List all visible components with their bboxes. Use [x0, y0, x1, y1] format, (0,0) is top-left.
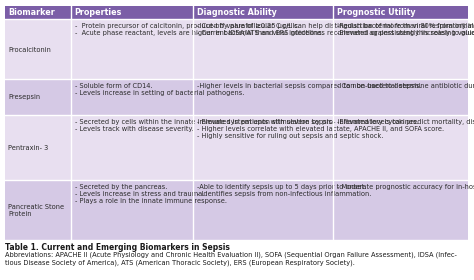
Text: -Elevated levels can predict mortality, disease severity, acute kidney injury, a: -Elevated levels can predict mortality, … [337, 119, 474, 125]
Bar [194, 181, 333, 240]
Bar [334, 80, 468, 115]
Text: Presepsin: Presepsin [8, 94, 40, 101]
Bar [194, 116, 333, 180]
Bar [72, 80, 193, 115]
Text: - Elevated in patients with severe sepsis.
- Higher levels correlate with elevat: - Elevated in patients with severe sepsi… [197, 119, 444, 139]
Bar [72, 116, 193, 180]
Bar [334, 20, 468, 79]
Bar [5, 80, 71, 115]
Bar [194, 6, 333, 19]
Text: -Higher levels in bacterial sepsis compared to non-bacterial sepsis.: -Higher levels in bacterial sepsis compa… [197, 83, 422, 89]
Text: - Can be used to determine antibiotic duration.: - Can be used to determine antibiotic du… [337, 83, 474, 89]
Bar [5, 6, 71, 19]
Text: - Soluble form of CD14.
- Levels increase in setting of bacterial pathogens.: - Soluble form of CD14. - Levels increas… [74, 83, 244, 96]
Text: - Cut-off value of ≥0.25 µg/L can help distinguish bacterial from viral respirat: - Cut-off value of ≥0.25 µg/L can help d… [197, 23, 474, 36]
Bar [5, 20, 71, 79]
Text: Properties: Properties [74, 8, 122, 17]
Text: Biomarker: Biomarker [8, 8, 55, 17]
Bar [334, 116, 468, 180]
Bar [194, 20, 333, 79]
Bar [194, 80, 333, 115]
Bar [334, 181, 468, 240]
Text: Procalcitonin: Procalcitonin [8, 46, 51, 53]
Bar [5, 116, 71, 180]
Text: Diagnostic Ability: Diagnostic Ability [197, 8, 277, 17]
Text: Pancreatic Stone
Protein: Pancreatic Stone Protein [8, 204, 64, 217]
Bar [5, 181, 71, 240]
Text: Prognostic Utility: Prognostic Utility [337, 8, 416, 17]
Text: Abbreviations: APACHE II (Acute Physiology and Chronic Health Evaluation II), SO: Abbreviations: APACHE II (Acute Physiolo… [5, 252, 457, 267]
Text: -Able to identify sepsis up to 5 days prior to onset.
- Identifies sepsis from n: -Able to identify sepsis up to 5 days pr… [197, 184, 371, 197]
Text: - Secreted by cells within the innate immune system upon stimulation by pro- inf: - Secreted by cells within the innate im… [74, 119, 419, 132]
Text: Table 1. Current and Emerging Biomarkers in Sepsis: Table 1. Current and Emerging Biomarkers… [5, 243, 230, 252]
Bar [72, 20, 193, 79]
Bar [72, 6, 193, 19]
Text: - Moderate prognostic accuracy for in-hospital mortality but improves when combi: - Moderate prognostic accuracy for in-ho… [337, 184, 474, 190]
Bar [334, 6, 468, 19]
Bar [72, 181, 193, 240]
Text: Pentraxin- 3: Pentraxin- 3 [8, 145, 48, 151]
Text: -  Protein precursor of calcitonin, produced by parafollicular C cells.
-  Acute: - Protein precursor of calcitonin, produ… [74, 23, 323, 36]
Text: -Reduction of more than 80% from initial values can help guide antibiotic discon: -Reduction of more than 80% from initial… [337, 23, 474, 36]
Text: - Secreted by the pancreas.
- Levels increase in stress and trauma.
- Plays a ro: - Secreted by the pancreas. - Levels inc… [74, 184, 227, 204]
